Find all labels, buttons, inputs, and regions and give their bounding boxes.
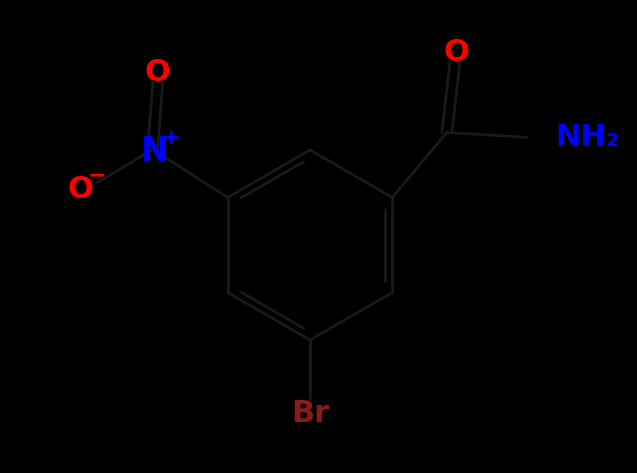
Text: N: N bbox=[141, 135, 169, 168]
Text: Br: Br bbox=[291, 398, 329, 428]
Text: O: O bbox=[68, 175, 94, 204]
Text: O: O bbox=[444, 38, 470, 67]
Text: O: O bbox=[145, 58, 171, 87]
Text: NH₂: NH₂ bbox=[555, 123, 619, 152]
Text: +: + bbox=[161, 128, 180, 148]
Text: −: − bbox=[87, 166, 106, 185]
